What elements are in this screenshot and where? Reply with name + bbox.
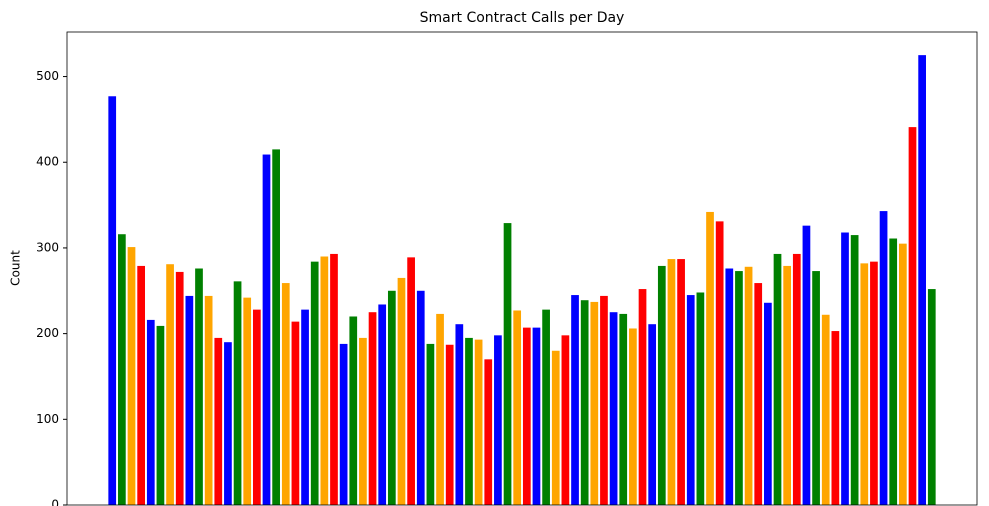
y-tick-label: 200 bbox=[36, 326, 59, 340]
bar bbox=[561, 335, 570, 505]
bar bbox=[629, 328, 637, 505]
bar bbox=[445, 344, 454, 505]
bar bbox=[175, 271, 184, 505]
bar bbox=[860, 263, 869, 505]
bar bbox=[918, 55, 926, 506]
bar bbox=[137, 265, 146, 505]
y-axis-label: Count bbox=[9, 250, 23, 286]
bar bbox=[725, 268, 734, 505]
bar bbox=[580, 300, 589, 505]
bar bbox=[204, 295, 213, 505]
bar bbox=[387, 290, 396, 505]
bar bbox=[233, 281, 242, 505]
bar bbox=[465, 337, 473, 505]
chart-title: Smart Contract Calls per Day bbox=[420, 10, 625, 26]
bar bbox=[378, 304, 387, 505]
bar bbox=[744, 266, 753, 505]
bar bbox=[426, 343, 435, 505]
bar bbox=[571, 295, 579, 505]
bar bbox=[812, 271, 820, 505]
bar bbox=[214, 337, 223, 505]
bar bbox=[870, 261, 878, 505]
bar bbox=[648, 324, 657, 505]
bar bbox=[397, 277, 406, 505]
bar bbox=[889, 238, 898, 505]
bar bbox=[619, 313, 628, 505]
bar bbox=[484, 359, 493, 505]
bar bbox=[416, 290, 425, 505]
bar bbox=[349, 316, 358, 505]
bar bbox=[310, 261, 319, 505]
bar bbox=[320, 256, 329, 505]
y-tick-label: 400 bbox=[36, 155, 59, 169]
bar bbox=[802, 225, 811, 505]
bar bbox=[195, 268, 203, 505]
bar bbox=[590, 301, 599, 505]
bar bbox=[841, 232, 849, 505]
bar bbox=[551, 350, 560, 505]
bar bbox=[243, 297, 252, 505]
bar bbox=[831, 331, 840, 505]
bar bbox=[359, 337, 367, 505]
bar bbox=[908, 127, 917, 505]
bar bbox=[542, 309, 550, 505]
bar bbox=[281, 283, 290, 505]
bar bbox=[686, 295, 695, 505]
bar bbox=[330, 253, 338, 505]
y-tick-label: 500 bbox=[36, 69, 59, 83]
bar bbox=[262, 154, 271, 505]
bar bbox=[407, 257, 415, 505]
bar bbox=[898, 243, 907, 505]
bar bbox=[677, 259, 685, 505]
y-tick-label: 0 bbox=[51, 498, 59, 506]
y-tick-label: 100 bbox=[36, 412, 59, 426]
bar bbox=[339, 343, 348, 505]
y-tick-label: 300 bbox=[36, 240, 59, 254]
bar bbox=[301, 309, 309, 505]
bar bbox=[474, 339, 483, 505]
bar bbox=[252, 309, 261, 505]
bar bbox=[715, 221, 724, 505]
bar bbox=[609, 312, 618, 505]
bar bbox=[118, 234, 126, 505]
bar bbox=[927, 289, 936, 505]
bar bbox=[522, 327, 531, 505]
bar bbox=[368, 312, 377, 505]
bar bbox=[850, 235, 859, 505]
bar bbox=[156, 325, 165, 505]
bar bbox=[494, 335, 502, 505]
bar bbox=[754, 283, 763, 505]
plot-frame bbox=[66, 31, 978, 506]
bar bbox=[146, 319, 155, 505]
bar bbox=[513, 310, 522, 505]
bar bbox=[166, 264, 174, 505]
bar bbox=[455, 324, 464, 505]
bar bbox=[792, 253, 801, 505]
bar bbox=[224, 342, 232, 505]
bar bbox=[783, 265, 792, 505]
bar bbox=[696, 292, 705, 505]
bar bbox=[185, 295, 194, 505]
bar bbox=[436, 313, 444, 505]
bar bbox=[879, 211, 888, 505]
bar bbox=[667, 259, 676, 505]
bar bbox=[821, 314, 830, 505]
bar bbox=[600, 295, 608, 505]
bar bbox=[735, 271, 743, 505]
bar bbox=[127, 247, 136, 506]
bar bbox=[272, 149, 280, 505]
bar bbox=[706, 211, 714, 505]
bar bbox=[108, 96, 117, 506]
bar bbox=[764, 302, 772, 505]
bar bbox=[657, 265, 666, 505]
bar bbox=[638, 289, 647, 505]
bar bbox=[503, 223, 512, 505]
bar bbox=[532, 327, 541, 505]
bar bbox=[291, 321, 300, 505]
bar bbox=[773, 253, 782, 505]
